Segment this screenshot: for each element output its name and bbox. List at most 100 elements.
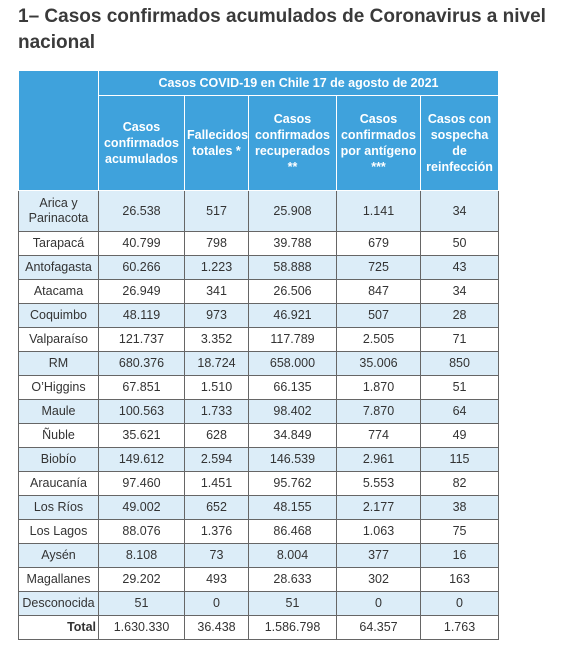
value-cell: 2.594 — [184, 447, 249, 472]
value-cell: 50 — [419, 231, 500, 256]
value-cell: 117.789 — [248, 327, 337, 352]
value-cell: 58.888 — [248, 255, 337, 280]
value-cell: 51 — [248, 591, 337, 616]
value-cell: 7.870 — [336, 399, 421, 424]
value-cell: 1.063 — [336, 519, 421, 544]
value-cell: 1.510 — [184, 375, 249, 400]
value-cell: 26.949 — [98, 279, 185, 304]
data-row: O’Higgins 67.851 1.510 66.135 1.870 51 — [18, 375, 500, 400]
value-cell: 28.633 — [248, 567, 337, 592]
column-header: Casos confirmados acumulados — [98, 95, 185, 191]
value-cell: 40.799 — [98, 231, 185, 256]
region-cell: Arica y Parinacota — [18, 190, 99, 232]
data-row: Atacama 26.949 341 26.506 847 34 — [18, 279, 500, 304]
value-cell: 2.961 — [336, 447, 421, 472]
value-cell: 774 — [336, 423, 421, 448]
value-cell: 100.563 — [98, 399, 185, 424]
value-cell: 1.451 — [184, 471, 249, 496]
total-cell: 1.763 — [419, 615, 500, 640]
value-cell: 34 — [419, 279, 500, 304]
region-cell: Desconocida — [18, 591, 99, 616]
value-cell: 725 — [336, 255, 421, 280]
value-cell: 0 — [419, 591, 500, 616]
value-cell: 71 — [419, 327, 500, 352]
region-cell: Valparaíso — [18, 327, 99, 352]
value-cell: 658.000 — [248, 351, 337, 376]
caption-row: Casos COVID-19 en Chile 17 de agosto de … — [18, 70, 500, 191]
column-header-row: Casos confirmados acumulados Fallecidos t… — [19, 95, 500, 191]
value-cell: 51 — [419, 375, 500, 400]
value-cell: 48.119 — [98, 303, 185, 328]
value-cell: 35.621 — [98, 423, 185, 448]
column-header: Casos confirmados recuperados ** — [248, 95, 337, 191]
value-cell: 35.006 — [336, 351, 421, 376]
table-caption: Casos COVID-19 en Chile 17 de agosto de … — [97, 70, 500, 96]
column-header: Casos con sospecha de reinfección — [419, 95, 500, 191]
value-cell: 973 — [184, 303, 249, 328]
data-row: RM 680.376 18.724 658.000 35.006 850 — [18, 351, 500, 376]
value-cell: 64 — [419, 399, 500, 424]
value-cell: 1.376 — [184, 519, 249, 544]
region-cell: Araucanía — [18, 471, 99, 496]
data-row: Antofagasta 60.266 1.223 58.888 725 43 — [18, 255, 500, 280]
data-row: Magallanes 29.202 493 28.633 302 163 — [18, 567, 500, 592]
value-cell: 39.788 — [248, 231, 337, 256]
value-cell: 26.506 — [248, 279, 337, 304]
value-cell: 34 — [419, 190, 500, 232]
region-cell: Magallanes — [18, 567, 99, 592]
value-cell: 1.870 — [336, 375, 421, 400]
column-header: Casos confirmados por antígeno *** — [336, 95, 421, 191]
value-cell: 149.612 — [98, 447, 185, 472]
value-cell: 51 — [98, 591, 185, 616]
value-cell: 49.002 — [98, 495, 185, 520]
region-cell: Ñuble — [18, 423, 99, 448]
region-cell: RM — [18, 351, 99, 376]
total-cell: 64.357 — [336, 615, 421, 640]
data-row: Araucanía 97.460 1.451 95.762 5.553 82 — [18, 471, 500, 496]
value-cell: 60.266 — [98, 255, 185, 280]
value-cell: 29.202 — [98, 567, 185, 592]
data-row: Desconocida 51 0 51 0 0 — [18, 591, 500, 616]
region-cell: Los Lagos — [18, 519, 99, 544]
value-cell: 46.921 — [248, 303, 337, 328]
value-cell: 8.004 — [248, 543, 337, 568]
value-cell: 88.076 — [98, 519, 185, 544]
value-cell: 121.737 — [98, 327, 185, 352]
value-cell: 97.460 — [98, 471, 185, 496]
page-title: 1– Casos confirmados acumulados de Coron… — [18, 6, 546, 53]
data-row: Los Lagos 88.076 1.376 86.468 1.063 75 — [18, 519, 500, 544]
value-cell: 507 — [336, 303, 421, 328]
data-row: Arica y Parinacota 26.538 517 25.908 1.141 34 — [18, 190, 500, 232]
value-cell: 628 — [184, 423, 249, 448]
region-cell: Biobío — [18, 447, 99, 472]
value-cell: 73 — [184, 543, 249, 568]
region-cell: Aysén — [18, 543, 99, 568]
value-cell: 48.155 — [248, 495, 337, 520]
data-row: Aysén 8.108 73 8.004 377 16 — [18, 543, 500, 568]
value-cell: 115 — [419, 447, 500, 472]
corner-cell — [18, 70, 99, 191]
value-cell: 2.177 — [336, 495, 421, 520]
value-cell: 75 — [419, 519, 500, 544]
value-cell: 493 — [184, 567, 249, 592]
value-cell: 28 — [419, 303, 500, 328]
data-row: Biobío 149.612 2.594 146.539 2.961 115 — [18, 447, 500, 472]
table-body: Arica y Parinacota 26.538 517 25.908 1.141 34… — [18, 190, 500, 640]
value-cell: 341 — [184, 279, 249, 304]
region-cell: Coquimbo — [18, 303, 99, 328]
region-cell: Tarapacá — [18, 231, 99, 256]
total-row: Total 1.630.330 36.438 1.586.798 64.357 1.763 — [18, 615, 500, 640]
region-cell: Maule — [18, 399, 99, 424]
value-cell: 1.141 — [336, 190, 421, 232]
value-cell: 38 — [419, 495, 500, 520]
region-cell: Atacama — [18, 279, 99, 304]
data-row: Coquimbo 48.119 973 46.921 507 28 — [18, 303, 500, 328]
value-cell: 2.505 — [336, 327, 421, 352]
value-cell: 652 — [184, 495, 249, 520]
total-cell: 1.586.798 — [248, 615, 337, 640]
data-row: Maule 100.563 1.733 98.402 7.870 64 — [18, 399, 500, 424]
value-cell: 1.223 — [184, 255, 249, 280]
value-cell: 49 — [419, 423, 500, 448]
value-cell: 850 — [419, 351, 500, 376]
